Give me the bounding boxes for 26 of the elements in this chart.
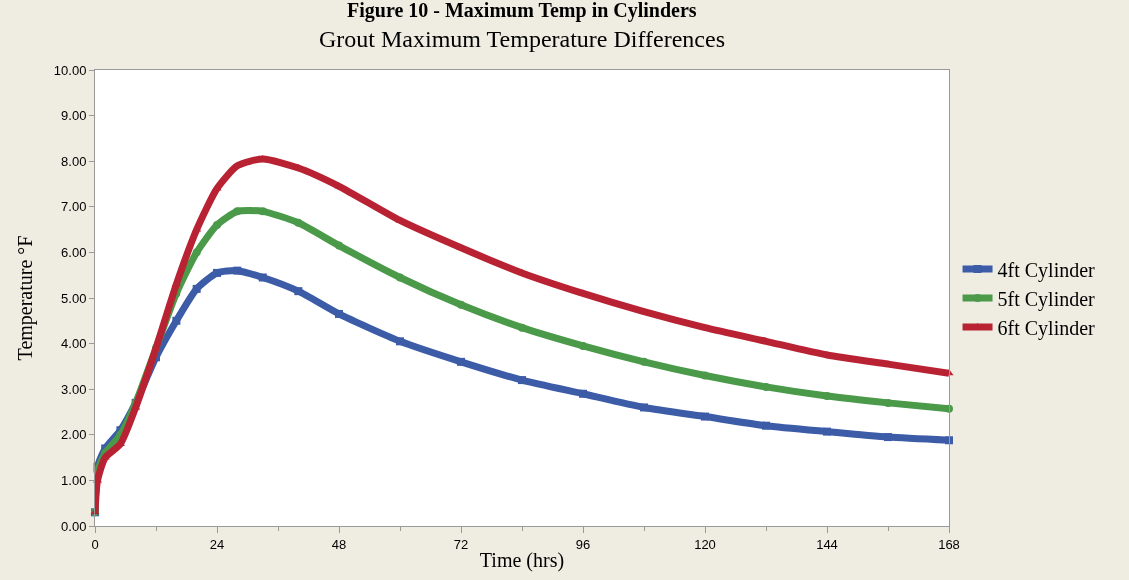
x-tick-label: 168 (938, 536, 960, 552)
y-tick-label: 5.00 (61, 290, 87, 306)
y-tick-label: 9.00 (61, 108, 87, 124)
x-tick-label: 96 (575, 536, 591, 552)
y-tick-label: 1.00 (61, 472, 87, 488)
x-tick-label: 48 (331, 536, 347, 552)
legend-label: 5ft Cylinder (997, 287, 1096, 311)
y-tick-label: 8.00 (61, 153, 87, 169)
y-axis-title: Temperature °F (14, 235, 38, 361)
chart-title: Grout Maximum Temperature Differences (319, 25, 725, 52)
y-tick-label: 7.00 (61, 199, 87, 215)
y-tick-label: 0.00 (61, 518, 87, 534)
y-tick-label: 6.00 (61, 244, 87, 260)
caption: Figure 10 - Maximum Temp in Cylinders (347, 0, 697, 22)
x-tick-label: 120 (694, 536, 716, 552)
legend-label: 4ft Cylinder (997, 258, 1096, 282)
x-tick-label: 72 (453, 536, 469, 552)
y-tick-label: 3.00 (61, 381, 87, 397)
y-tick-label: 10.00 (53, 62, 87, 78)
x-tick-label: 24 (209, 536, 225, 552)
x-tick-label: 0 (91, 536, 99, 552)
y-tick-label: 4.00 (61, 336, 87, 352)
y-tick-label: 2.00 (61, 427, 87, 443)
x-axis-title: Time (hrs) (479, 549, 565, 573)
legend-label: 6ft Cylinder (997, 316, 1096, 340)
x-tick-label: 144 (816, 536, 838, 552)
